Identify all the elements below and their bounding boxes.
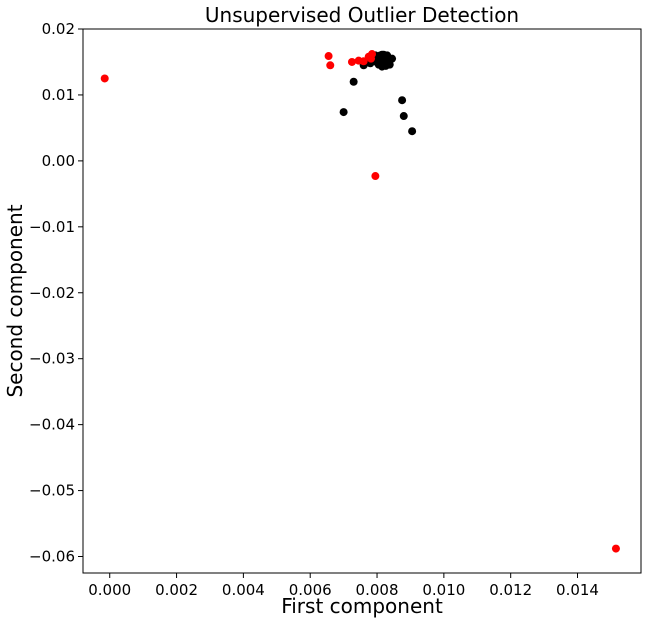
x-axis-ticks: 0.000 0.002 0.004 0.006 0.008 0.010 0.012 0.014	[88, 573, 599, 599]
data-point	[374, 57, 383, 66]
y-tick-label: −0.04	[29, 416, 75, 434]
x-tick-label: 0.010	[422, 581, 465, 599]
y-axis-title: Second component	[3, 204, 27, 397]
x-axis-title: First component	[281, 594, 443, 618]
data-point	[611, 544, 620, 553]
data-point	[324, 52, 333, 61]
data-point	[381, 61, 390, 70]
x-tick-label: 0.008	[356, 581, 399, 599]
y-tick-label: −0.01	[29, 218, 75, 236]
data-point	[378, 50, 387, 59]
x-tick-label: 0.014	[556, 581, 599, 599]
y-tick-label: −0.02	[29, 284, 75, 302]
x-tick-label: 0.000	[88, 581, 131, 599]
data-point	[399, 112, 408, 121]
x-tick-label: 0.006	[289, 581, 332, 599]
x-tick-label: 0.012	[489, 581, 532, 599]
chart-title: Unsupervised Outlier Detection	[205, 3, 519, 27]
data-point	[100, 74, 109, 83]
data-point	[398, 96, 407, 105]
points-layer	[100, 50, 620, 553]
y-tick-label: 0.00	[42, 152, 75, 170]
data-point	[408, 127, 417, 136]
data-point	[349, 77, 358, 86]
x-tick-label: 0.004	[222, 581, 265, 599]
data-point	[347, 57, 356, 66]
data-point	[326, 61, 335, 70]
y-tick-label: 0.02	[42, 20, 75, 38]
data-point	[339, 108, 348, 117]
y-axis-ticks: 0.02 0.01 0.00 −0.01 −0.02 −0.03 −0.04 −0.05 −0.…	[29, 20, 83, 566]
x-tick-label: 0.002	[155, 581, 198, 599]
y-tick-label: −0.06	[29, 548, 75, 566]
y-tick-label: −0.05	[29, 482, 75, 500]
data-point	[371, 172, 380, 181]
y-tick-label: 0.01	[42, 86, 75, 104]
data-point	[367, 54, 376, 63]
y-tick-label: −0.03	[29, 350, 75, 368]
plot-frame	[82, 28, 642, 574]
